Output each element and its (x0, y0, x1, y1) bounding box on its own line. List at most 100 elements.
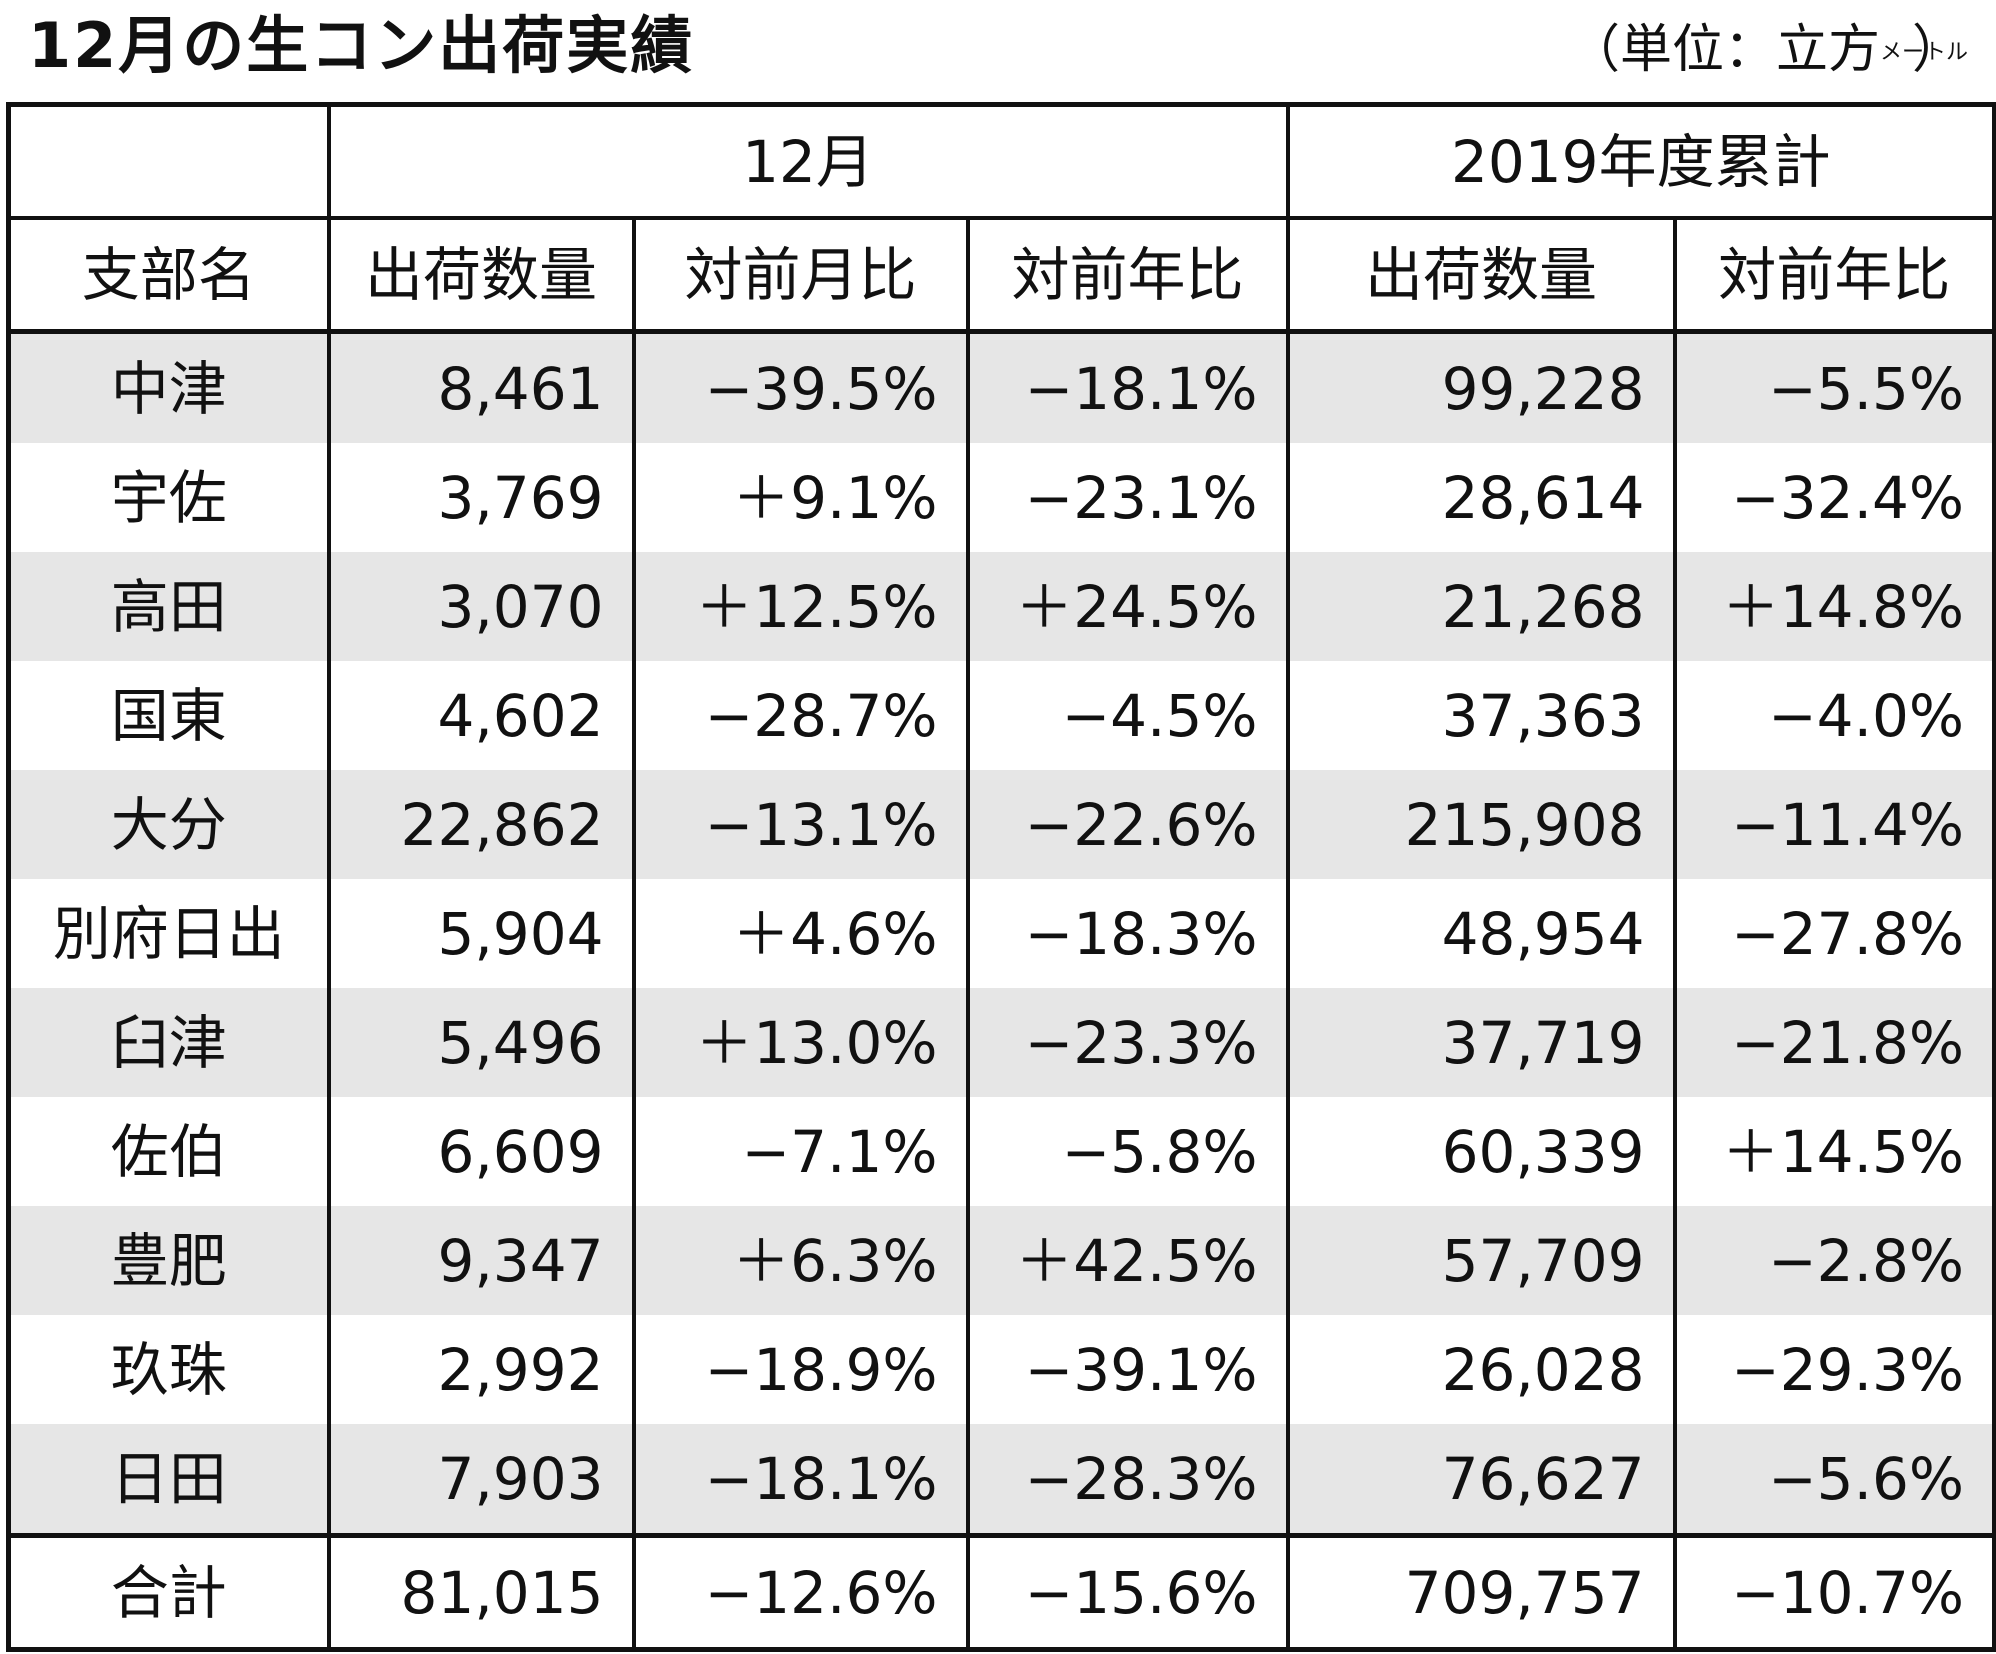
header-month-group: 12月 (326, 102, 1290, 220)
cum-shipments-cell: 76,627 (1285, 1424, 1677, 1536)
yoy-cell: −23.3% (965, 988, 1290, 1097)
branch-cell: 佐伯 (6, 1097, 331, 1206)
unit-suffix: ） (1911, 20, 1964, 80)
header-row-columns: 支部名 出荷数量 対前月比 対前年比 出荷数量 対前年比 (6, 218, 1996, 334)
yoy-cell: −18.3% (965, 879, 1290, 988)
yoy-cell: −4.5% (965, 661, 1290, 770)
cum-shipments-cell: 60,339 (1285, 1097, 1677, 1206)
branch-cell: 宇佐 (6, 443, 331, 552)
mom-cell: −28.7% (631, 661, 970, 770)
branch-cell: 国東 (6, 661, 331, 770)
yoy-cell: −18.1% (965, 331, 1290, 443)
unit-prefix: （単位：立方 (1567, 20, 1880, 80)
cum-yoy-cell: −21.8% (1672, 988, 1996, 1097)
branch-cell: 大分 (6, 770, 331, 879)
shipments-cell: 8,461 (326, 331, 636, 443)
cum-shipments-cell: 99,228 (1285, 331, 1677, 443)
mom-cell: −18.9% (631, 1315, 970, 1424)
yoy-cell: −5.8% (965, 1097, 1290, 1206)
shipments-cell: 2,992 (326, 1315, 636, 1424)
branch-cell: 豊肥 (6, 1206, 331, 1315)
header-cum-yoy: 対前年比 (1672, 218, 1996, 334)
mom-cell: ＋4.6% (631, 879, 970, 988)
cum-yoy-cell: ＋14.8% (1672, 552, 1996, 661)
cum-shipments-cell: 21,268 (1285, 552, 1677, 661)
shipments-cell: 22,862 (326, 770, 636, 879)
shipments-cell: 5,496 (326, 988, 636, 1097)
header-shipments: 出荷数量 (326, 218, 636, 334)
cum-shipments-cell: 215,908 (1285, 770, 1677, 879)
mom-cell: ＋12.5% (631, 552, 970, 661)
mom-cell: ＋9.1% (631, 443, 970, 552)
total-mom-cell: −12.6% (631, 1533, 970, 1652)
cum-shipments-cell: 48,954 (1285, 879, 1677, 988)
cum-yoy-cell: ＋14.5% (1672, 1097, 1996, 1206)
table-row: 大分 22,862 −13.1% −22.6% 215,908 −11.4% (6, 770, 1996, 879)
yoy-cell: ＋24.5% (965, 552, 1290, 661)
table-row: 日田 7,903 −18.1% −28.3% 76,627 −5.6% (6, 1424, 1996, 1536)
table-row: 玖珠 2,992 −18.9% −39.1% 26,028 −29.3% (6, 1315, 1996, 1424)
table-row: 豊肥 9,347 ＋6.3% ＋42.5% 57,709 −2.8% (6, 1206, 1996, 1315)
cum-yoy-cell: −4.0% (1672, 661, 1996, 770)
shipments-cell: 5,904 (326, 879, 636, 988)
branch-cell: 玖珠 (6, 1315, 331, 1424)
total-row: 合計 81,015 −12.6% −15.6% 709,757 −10.7% (6, 1533, 1996, 1652)
header-cumulative-group: 2019年度累計 (1285, 102, 1996, 220)
cum-shipments-cell: 28,614 (1285, 443, 1677, 552)
branch-cell: 中津 (6, 331, 331, 443)
table-row: 高田 3,070 ＋12.5% ＋24.5% 21,268 ＋14.8% (6, 552, 1996, 661)
cum-yoy-cell: −2.8% (1672, 1206, 1996, 1315)
page-title: 12月の生コン出荷実績 (28, 9, 695, 82)
table-row: 別府日出 5,904 ＋4.6% −18.3% 48,954 −27.8% (6, 879, 1996, 988)
cum-shipments-cell: 37,363 (1285, 661, 1677, 770)
unit-label: （単位：立方メートル） (1567, 8, 1968, 92)
table-row: 中津 8,461 −39.5% −18.1% 99,228 −5.5% (6, 331, 1996, 443)
table-row: 国東 4,602 −28.7% −4.5% 37,363 −4.0% (6, 661, 1996, 770)
cum-yoy-cell: −5.6% (1672, 1424, 1996, 1536)
header-branch: 支部名 (6, 218, 331, 334)
header-empty-cell (6, 102, 331, 220)
total-cum-yoy-cell: −10.7% (1672, 1533, 1996, 1652)
mom-cell: −13.1% (631, 770, 970, 879)
shipments-cell: 3,070 (326, 552, 636, 661)
cum-shipments-cell: 26,028 (1285, 1315, 1677, 1424)
total-yoy-cell: −15.6% (965, 1533, 1290, 1652)
cum-yoy-cell: −32.4% (1672, 443, 1996, 552)
branch-cell: 高田 (6, 552, 331, 661)
cum-shipments-cell: 57,709 (1285, 1206, 1677, 1315)
yoy-cell: −28.3% (965, 1424, 1290, 1536)
cum-yoy-cell: −5.5% (1672, 331, 1996, 443)
cum-yoy-cell: −29.3% (1672, 1315, 1996, 1424)
shipments-cell: 4,602 (326, 661, 636, 770)
total-branch-cell: 合計 (6, 1533, 331, 1652)
branch-cell: 別府日出 (6, 879, 331, 988)
table-row: 臼津 5,496 ＋13.0% −23.3% 37,719 −21.8% (6, 988, 1996, 1097)
branch-cell: 臼津 (6, 988, 331, 1097)
total-shipments-cell: 81,015 (326, 1533, 636, 1652)
yoy-cell: −22.6% (965, 770, 1290, 879)
total-cum-shipments-cell: 709,757 (1285, 1533, 1677, 1652)
cum-shipments-cell: 37,719 (1285, 988, 1677, 1097)
mom-cell: ＋6.3% (631, 1206, 970, 1315)
header-row-group: 12月 2019年度累計 (6, 102, 1996, 220)
table-row: 佐伯 6,609 −7.1% −5.8% 60,339 ＋14.5% (6, 1097, 1996, 1206)
shipments-cell: 6,609 (326, 1097, 636, 1206)
yoy-cell: ＋42.5% (965, 1206, 1290, 1315)
mom-cell: −18.1% (631, 1424, 970, 1536)
yoy-cell: −23.1% (965, 443, 1290, 552)
branch-cell: 日田 (6, 1424, 331, 1536)
mom-cell: −39.5% (631, 331, 970, 443)
unit-meter: メートル (1879, 40, 1968, 65)
mom-cell: ＋13.0% (631, 988, 970, 1097)
shipment-table: 12月 2019年度累計 支部名 出荷数量 対前月比 対前年比 出荷数量 対前年… (6, 102, 1996, 1652)
shipments-cell: 3,769 (326, 443, 636, 552)
header-cum-shipments: 出荷数量 (1285, 218, 1677, 334)
header-yoy: 対前年比 (965, 218, 1290, 334)
mom-cell: −7.1% (631, 1097, 970, 1206)
yoy-cell: −39.1% (965, 1315, 1290, 1424)
cum-yoy-cell: −11.4% (1672, 770, 1996, 879)
cum-yoy-cell: −27.8% (1672, 879, 1996, 988)
shipments-cell: 9,347 (326, 1206, 636, 1315)
header-mom: 対前月比 (631, 218, 970, 334)
table-row: 宇佐 3,769 ＋9.1% −23.1% 28,614 −32.4% (6, 443, 1996, 552)
